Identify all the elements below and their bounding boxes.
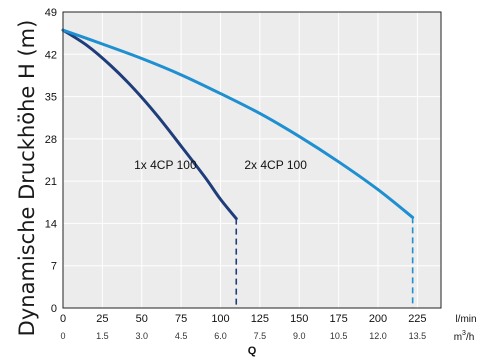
x-tick-7: 175 — [329, 313, 347, 325]
x2-tick-1: 1.5 — [96, 331, 109, 341]
x2-axis-unit: m3/h — [454, 330, 475, 343]
series-label-0: 1x 4CP 100 — [134, 158, 197, 172]
x2-tick-labels: 0 1.5 3.0 4.5 6.0 7.5 9.0 10.5 12.0 13.5 — [60, 331, 426, 341]
x2-tick-2: 3.0 — [135, 331, 148, 341]
plot-frame — [62, 11, 442, 309]
x-tick-5: 125 — [251, 313, 269, 325]
x2-tick-3: 4.5 — [175, 331, 188, 341]
series-line-1 — [61, 28, 415, 219]
series-lines — [61, 28, 415, 221]
series-label-1: 2x 4CP 100 — [244, 158, 307, 172]
x-tick-labels: 0 25 50 75 100 125 150 175 200 225 — [60, 313, 427, 325]
y-tick-labels: 0 7 14 21 28 35 42 49 — [45, 7, 57, 315]
y-tick-6: 42 — [45, 49, 57, 61]
y-tick-5: 35 — [45, 92, 57, 104]
x2-tick-4: 6.0 — [214, 331, 227, 341]
y-tick-4: 28 — [45, 134, 57, 146]
x2-tick-9: 13.5 — [409, 331, 427, 341]
x2-axis-unit-sup: 3 — [462, 330, 466, 337]
y-axis-label: Dynamische Druckhöhe H (m) — [15, 20, 39, 337]
x-tick-4: 100 — [211, 313, 229, 325]
x2-tick-0: 0 — [60, 331, 65, 341]
x-tick-8: 200 — [369, 313, 387, 325]
x2-tick-6: 9.0 — [293, 331, 306, 341]
x-tick-3: 75 — [175, 313, 187, 325]
x-axis-label: Q — [248, 345, 257, 357]
x-tick-6: 150 — [290, 313, 308, 325]
y-tick-2: 14 — [45, 218, 57, 230]
x-tick-1: 25 — [96, 313, 108, 325]
y-tick-7: 49 — [45, 7, 57, 19]
x-tick-9: 225 — [408, 313, 426, 325]
y-tick-1: 7 — [51, 261, 57, 273]
y-tick-3: 21 — [45, 176, 57, 188]
y-tick-0: 0 — [51, 303, 57, 315]
x2-tick-8: 12.0 — [369, 331, 387, 341]
dashed-drop-lines — [235, 217, 414, 308]
x2-tick-5: 7.5 — [254, 331, 267, 341]
x2-tick-7: 10.5 — [330, 331, 348, 341]
x-tick-2: 50 — [136, 313, 148, 325]
x-tick-0: 0 — [60, 313, 66, 325]
series-line-0 — [61, 28, 238, 221]
x-axis-unit: l/min — [455, 314, 476, 325]
series-labels: 1x 4CP 100 2x 4CP 100 — [134, 158, 307, 172]
